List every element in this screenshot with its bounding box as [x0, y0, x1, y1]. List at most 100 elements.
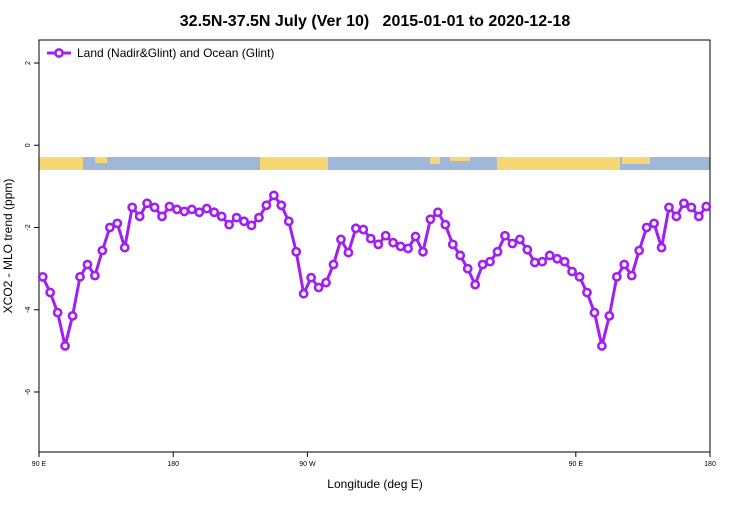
data-point — [574, 271, 585, 282]
data-point — [410, 231, 421, 242]
data-point — [216, 211, 227, 222]
data-point — [634, 245, 645, 256]
data-point — [470, 279, 481, 290]
data-point — [477, 259, 488, 270]
data-point — [186, 204, 197, 215]
data-point — [611, 271, 622, 282]
data-point — [194, 207, 205, 218]
x-axis-label: Longitude (deg E) — [327, 477, 422, 491]
data-point — [656, 242, 667, 253]
data-point — [514, 234, 525, 245]
data-point — [388, 237, 399, 248]
data-point — [313, 282, 324, 293]
data-point — [507, 238, 518, 249]
land-strip — [622, 157, 650, 164]
data-point — [596, 341, 607, 351]
y-tick-label: -2 — [25, 224, 32, 230]
data-point — [283, 216, 294, 227]
data-point — [626, 270, 637, 281]
data-point — [462, 263, 473, 274]
data-point — [485, 256, 495, 267]
y-tick-label: -4 — [25, 307, 32, 313]
x-tick-label: 180 — [167, 461, 179, 468]
data-point — [604, 311, 615, 321]
data-point — [75, 271, 85, 282]
legend-label: Land (Nadir&Glint) and Ocean (Glint) — [77, 46, 274, 60]
data-point — [201, 203, 212, 214]
plot-frame — [38, 39, 711, 453]
data-point — [582, 287, 592, 298]
data-point — [679, 198, 689, 209]
y-axis-label: XCO2 - MLO trend (ppm) — [1, 179, 15, 314]
data-point — [641, 222, 652, 233]
data-point — [403, 243, 413, 254]
data-point — [343, 247, 354, 258]
data-point — [239, 216, 249, 227]
data-point — [350, 223, 361, 234]
data-point — [522, 244, 533, 255]
data-point — [559, 256, 570, 267]
data-point — [418, 246, 428, 257]
x-tick-label: 90 E — [32, 461, 47, 468]
data-point — [172, 204, 182, 215]
data-point — [447, 239, 458, 250]
data-point — [701, 201, 712, 212]
data-point — [246, 220, 257, 231]
data-point — [142, 198, 153, 209]
data-point — [693, 211, 704, 222]
data-point — [149, 202, 160, 213]
data-point — [544, 250, 555, 261]
data-point — [112, 218, 123, 229]
data-point — [529, 257, 540, 268]
data-point — [321, 277, 331, 288]
data-point — [686, 202, 697, 213]
data-point — [567, 266, 577, 277]
x-tick-label: 90 W — [299, 461, 316, 468]
data-point — [432, 207, 443, 218]
data-point — [209, 207, 220, 218]
x-tick-label: 90 E — [569, 461, 584, 468]
land-strip — [497, 157, 620, 170]
data-point — [455, 250, 466, 261]
data-point — [395, 241, 406, 252]
land-strip — [450, 157, 470, 161]
data-point — [82, 259, 93, 270]
data-point — [440, 219, 451, 230]
y-tick-label: 2 — [25, 61, 32, 65]
data-point — [276, 200, 287, 211]
data-point — [52, 307, 63, 318]
data-point — [231, 212, 242, 223]
y-tick-label: 0 — [25, 143, 32, 147]
data-point — [425, 214, 436, 225]
land-strip — [95, 157, 107, 163]
data-point — [224, 219, 235, 230]
data-point — [127, 202, 138, 213]
data-point — [254, 212, 264, 223]
data-point — [157, 211, 167, 222]
data-point — [671, 211, 682, 222]
data-point — [179, 206, 190, 217]
land-strip — [430, 157, 440, 164]
y-tick-label: -6 — [25, 389, 32, 395]
data-point — [373, 239, 384, 250]
data-point — [67, 311, 78, 321]
land-strip — [260, 157, 328, 170]
data-point — [134, 211, 145, 222]
data-point — [336, 234, 346, 245]
data-point — [45, 287, 56, 298]
data-point — [306, 272, 317, 283]
data-point — [37, 271, 48, 282]
data-point — [291, 246, 302, 257]
data-point — [492, 246, 503, 257]
data-point — [664, 202, 674, 213]
data-point — [298, 288, 309, 299]
data-point — [119, 242, 130, 253]
data-point — [90, 270, 100, 281]
data-point — [537, 256, 548, 267]
data-point — [261, 200, 272, 211]
land-strip — [39, 157, 83, 170]
data-point — [619, 259, 630, 270]
data-point — [97, 245, 108, 256]
data-point — [649, 218, 659, 229]
